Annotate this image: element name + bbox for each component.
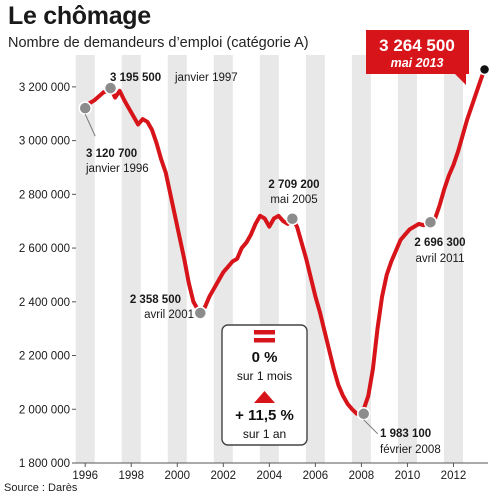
annotation-marker bbox=[356, 407, 371, 421]
x-tick-label: 2012 bbox=[441, 470, 467, 482]
x-tick-label: 2004 bbox=[257, 470, 283, 482]
month-change-label: sur 1 mois bbox=[237, 369, 292, 383]
annotation-marker bbox=[285, 211, 300, 226]
latest-date: mai 2013 bbox=[391, 56, 444, 70]
annotation-leader bbox=[84, 113, 96, 137]
annotation-date: mai 2005 bbox=[270, 194, 317, 206]
year-band bbox=[75, 55, 95, 463]
annotation-value: 2 709 200 bbox=[268, 179, 319, 191]
annotation-value: 2 696 300 bbox=[414, 237, 465, 249]
y-tick-label: 2 200 000 bbox=[19, 351, 70, 363]
annotation-date: avril 2011 bbox=[415, 253, 464, 265]
annotation-marker bbox=[78, 101, 92, 115]
annotation-value: 1 983 100 bbox=[380, 428, 431, 440]
annotation-value: 3 195 500 bbox=[110, 72, 161, 84]
annotation-date: janvier 1997 bbox=[174, 72, 238, 84]
y-tick-label: 2 400 000 bbox=[19, 297, 70, 309]
annotation-marker bbox=[193, 306, 208, 320]
x-tick-label: 2002 bbox=[211, 470, 237, 482]
y-tick-label: 2 000 000 bbox=[19, 404, 70, 416]
x-tick-label: 1996 bbox=[72, 470, 98, 482]
x-tick-label: 1998 bbox=[118, 470, 144, 482]
annotation-marker bbox=[103, 81, 118, 95]
y-tick-label: 2 600 000 bbox=[19, 243, 70, 255]
x-tick-label: 2006 bbox=[303, 470, 329, 482]
year-band bbox=[305, 55, 325, 463]
y-tick-label: 2 800 000 bbox=[19, 189, 70, 201]
chart-subtitle: Nombre de demandeurs d’emploi (catégorie… bbox=[8, 35, 309, 51]
annotation-date: février 2008 bbox=[380, 444, 441, 456]
latest-value: 3 264 500 bbox=[379, 36, 455, 55]
month-change-value: 0 % bbox=[252, 349, 278, 366]
series-line bbox=[83, 67, 487, 416]
year-band bbox=[351, 55, 371, 463]
year-band bbox=[167, 55, 187, 463]
chart-title: Le chômage bbox=[8, 2, 151, 30]
source-note: Source : Darès bbox=[4, 482, 78, 494]
annotation-date: avril 2001 bbox=[144, 309, 194, 321]
annotation-value: 3 120 700 bbox=[86, 148, 137, 160]
x-tick-label: 2010 bbox=[395, 470, 421, 482]
annotation-leader bbox=[363, 419, 379, 435]
up-triangle-icon bbox=[254, 391, 275, 403]
y-tick-label: 3 000 000 bbox=[19, 136, 70, 148]
year-band bbox=[121, 55, 141, 463]
change-summary-box: 0 % sur 1 mois + 11,5 % sur 1 an bbox=[221, 324, 308, 446]
year-band bbox=[397, 55, 417, 463]
annotation-value: 2 358 500 bbox=[130, 294, 181, 306]
latest-value-callout: 3 264 500 mai 2013 bbox=[366, 30, 469, 85]
x-tick-label: 2008 bbox=[349, 470, 375, 482]
equals-icon bbox=[254, 330, 275, 343]
annotation-marker bbox=[478, 63, 491, 76]
year-change-label: sur 1 an bbox=[243, 427, 286, 441]
y-tick-label: 3 200 000 bbox=[19, 82, 70, 94]
x-tick-label: 2000 bbox=[164, 470, 190, 482]
annotation-marker bbox=[423, 215, 438, 229]
year-change-value: + 11,5 % bbox=[235, 407, 294, 424]
y-tick-label: 1 800 000 bbox=[19, 458, 70, 470]
annotation-date: janvier 1996 bbox=[85, 163, 149, 175]
